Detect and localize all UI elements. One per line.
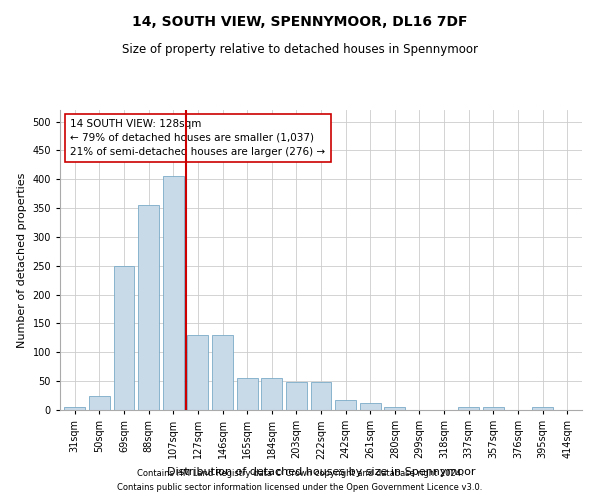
Bar <box>335 400 356 410</box>
Bar <box>385 407 406 410</box>
Text: Contains HM Land Registry data © Crown copyright and database right 2024.: Contains HM Land Registry data © Crown c… <box>137 468 463 477</box>
X-axis label: Distribution of detached houses by size in Spennymoor: Distribution of detached houses by size … <box>167 467 475 477</box>
Bar <box>113 266 134 410</box>
Bar <box>89 396 110 410</box>
Bar <box>360 403 381 410</box>
Bar <box>138 205 159 410</box>
Text: Size of property relative to detached houses in Spennymoor: Size of property relative to detached ho… <box>122 42 478 56</box>
Bar <box>286 382 307 410</box>
Bar <box>311 382 331 410</box>
Bar <box>532 407 553 410</box>
Bar <box>187 335 208 410</box>
Bar <box>64 407 85 410</box>
Bar <box>483 407 504 410</box>
Bar <box>212 335 233 410</box>
Bar <box>261 378 282 410</box>
Text: 14, SOUTH VIEW, SPENNYMOOR, DL16 7DF: 14, SOUTH VIEW, SPENNYMOOR, DL16 7DF <box>132 15 468 29</box>
Text: Contains public sector information licensed under the Open Government Licence v3: Contains public sector information licen… <box>118 484 482 492</box>
Bar <box>236 378 257 410</box>
Text: 14 SOUTH VIEW: 128sqm
← 79% of detached houses are smaller (1,037)
21% of semi-d: 14 SOUTH VIEW: 128sqm ← 79% of detached … <box>70 119 326 157</box>
Y-axis label: Number of detached properties: Number of detached properties <box>17 172 27 348</box>
Bar <box>163 176 184 410</box>
Bar <box>458 407 479 410</box>
